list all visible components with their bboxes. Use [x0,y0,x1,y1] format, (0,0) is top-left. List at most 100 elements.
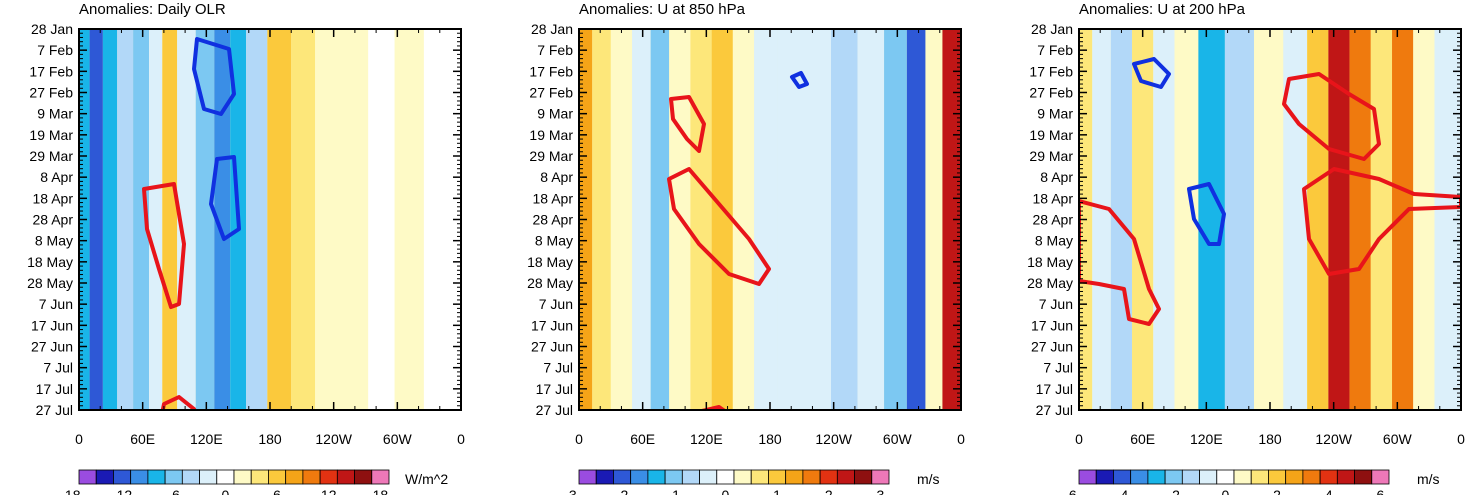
colorbar-label: 2 [825,487,833,495]
colorbar-label: -2 [616,487,629,495]
red-contour [1079,199,1161,326]
y-tick-label: 17 Jun [531,317,573,333]
anomaly-band [162,29,178,410]
anomaly-band [884,29,907,410]
y-tick-label: 9 Mar [1037,106,1073,122]
chart-title: Anomalies: U at 200 hPa [1079,1,1246,18]
y-tick-label: 29 Mar [1029,148,1073,164]
colorbar-swatch [1354,469,1373,485]
anomaly-band [214,29,231,410]
y-tick-label: 29 Mar [29,148,73,164]
y-tick-label: 19 Mar [29,127,73,143]
x-tick-label: 0 [1075,431,1083,447]
anomaly-band [732,29,755,410]
x-tick-label: 120W [815,431,852,447]
x-tick-label: 120E [1190,431,1223,447]
y-tick-label: 18 May [527,254,573,270]
anomaly-band [133,29,150,410]
anomaly-band [592,29,611,410]
anomaly-band [942,29,961,410]
colorbar-swatch [699,469,718,485]
y-tick-label: 8 Apr [540,169,573,185]
colorbar-swatch [664,469,683,485]
anomaly-band [690,29,712,410]
colorbar-swatch [1181,469,1200,485]
colorbar-label: -4 [1116,487,1129,495]
colorbar-swatch [354,469,373,485]
anomaly-band [857,29,885,410]
anomaly-band [89,29,103,410]
colorbar-swatch [1285,469,1304,485]
y-tick-label: 7 Feb [537,42,573,58]
colorbar-swatch [250,469,269,485]
plot-area [79,29,461,410]
y-tick-label: 7 Feb [1037,42,1073,58]
anomaly-band [1307,29,1329,410]
colorbar-swatch [147,469,166,485]
colorbar-swatch [1147,469,1166,485]
anomaly-band [632,29,651,410]
anomaly-band [1132,29,1154,410]
colorbar-swatch [578,469,597,485]
anomaly-band [315,29,342,410]
y-tick-label: 17 Jul [36,381,73,397]
chart-panel-1: Anomalies: Daily OLR 28 Jan 7 Feb 17 Feb 27 … [27,1,465,495]
y-tick-label: 27 Jun [31,339,73,355]
colorbar-swatch [199,469,218,485]
anomaly-band [804,29,832,410]
colorbar-swatch [1336,469,1355,485]
anomaly-band [711,29,733,410]
chart-panel-2: Anomalies: U at 850 hPa 28 Jan 7 Feb 17 Feb… [527,1,965,495]
blue-contour [192,37,236,116]
colorbar-label: 12 [321,487,337,495]
colorbar-label: 4 [1325,487,1333,495]
red-contour [667,167,771,286]
y-tick-label: 17 Jun [31,317,73,333]
y-tick-label: 27 Jul [1036,402,1073,418]
y-tick-label: 17 Feb [1029,63,1073,79]
x-tick-label: 180 [758,431,782,447]
colorbar-label: -12 [112,487,132,495]
anomaly-band [195,29,215,410]
x-tick-label: 120E [690,431,723,447]
colorbar-swatch [1078,469,1097,485]
colorbar-label: 3 [876,487,884,495]
anomaly-band [1110,29,1133,410]
y-tick-label: 28 Apr [1033,212,1074,228]
y-tick-label: 8 May [35,233,73,249]
y-tick-label: 28 Apr [33,212,74,228]
y-tick-label: 9 Mar [37,106,73,122]
colorbar-swatch [1268,469,1287,485]
y-tick-label: 28 May [527,275,573,291]
colorbar-swatch [681,469,700,485]
colorbar-swatch [285,469,304,485]
y-tick-label: 27 Jul [536,402,573,418]
y-tick-label: 17 Feb [529,63,573,79]
colorbar-label: 0 [721,487,729,495]
y-tick-label: 17 Jun [1031,317,1073,333]
y-tick-label: 7 Feb [37,42,73,58]
colorbar-label: 0 [1221,487,1229,495]
colorbar-swatch [130,469,149,485]
colorbar-swatch [1302,469,1321,485]
colorbar-swatch [233,469,252,485]
colorbar-swatch [113,469,132,485]
anomaly-band [777,29,805,410]
y-tick-label: 27 Feb [529,85,573,101]
anomaly-band [1349,29,1371,410]
colorbar-swatch [733,469,752,485]
x-tick-label: 60E [130,431,155,447]
y-tick-label: 7 Jul [1043,360,1073,376]
y-tick-label: 18 Apr [33,190,74,206]
anomaly-band [177,29,196,410]
colorbar-units: m/s [917,471,940,487]
colorbar-swatch [1130,469,1149,485]
colorbar-label: -6 [1064,487,1077,495]
x-tick-label: 0 [75,431,83,447]
colorbar-swatch [716,469,735,485]
colorbar-swatch [768,469,787,485]
anomaly-band [246,29,268,410]
anomaly-band [650,29,670,410]
colorbar-swatch [216,469,235,485]
